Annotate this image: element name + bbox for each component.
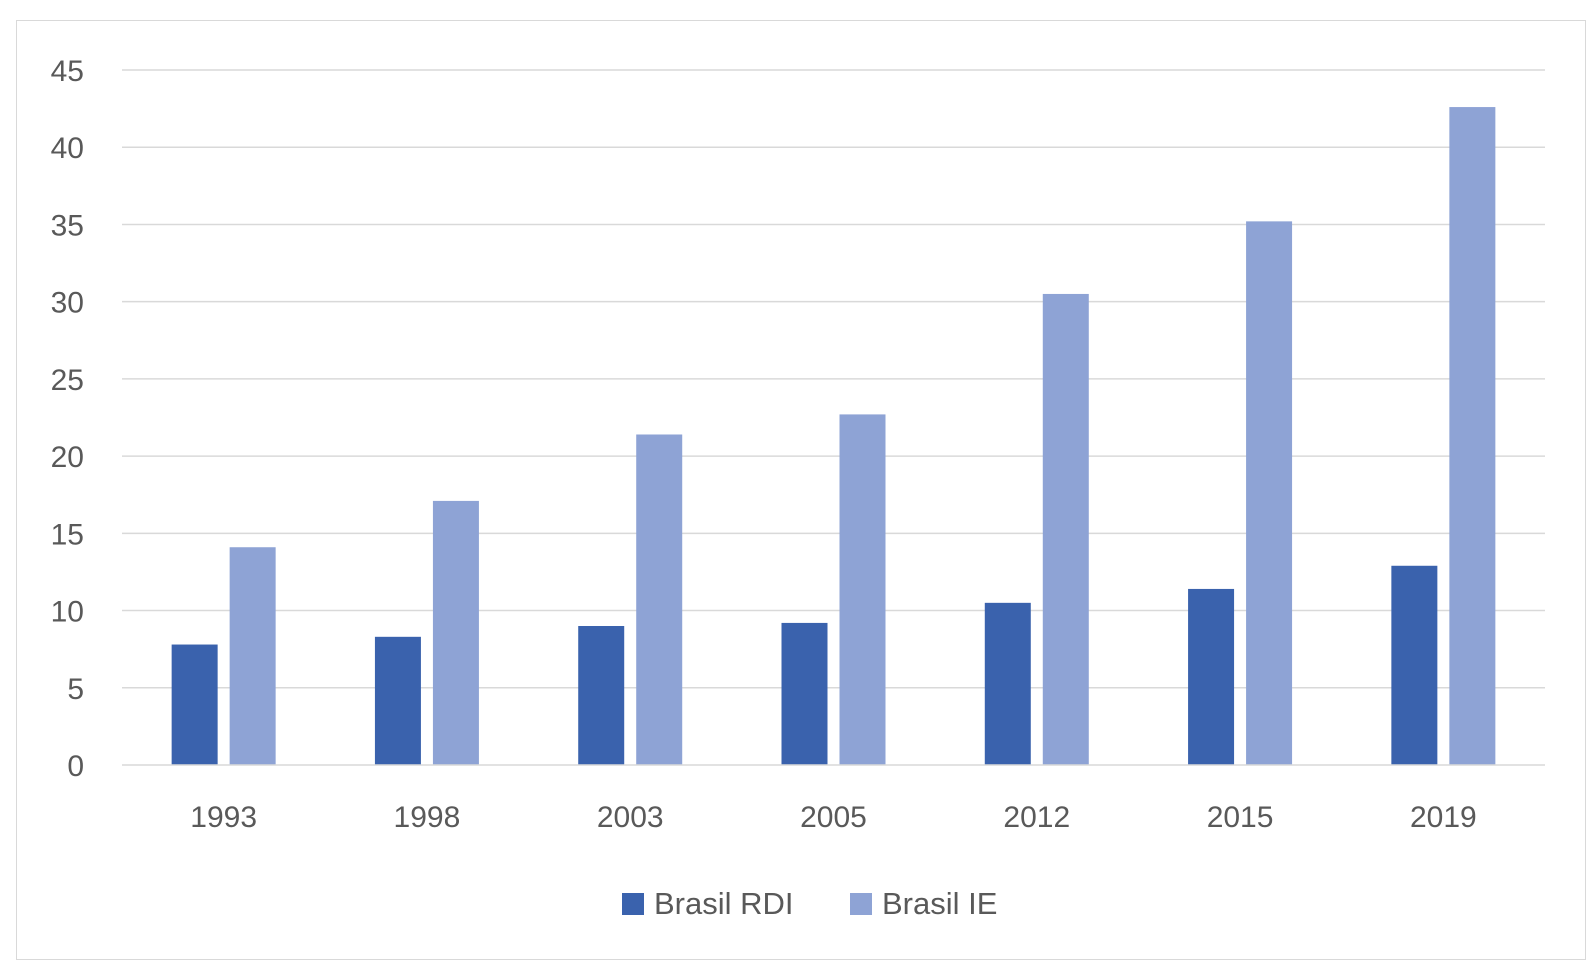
y-tick-label-30: 30 [51,287,84,320]
legend-label-brasil-ie: Brasil IE [882,886,997,921]
y-tick-label-25: 25 [51,364,84,397]
y-tick-label-20: 20 [51,441,84,474]
x-tick-label-2012: 2012 [1003,801,1070,834]
legend: Brasil RDI Brasil IE [622,886,997,921]
x-tick-label-2005: 2005 [800,801,867,834]
bar-brasil-ie-2019 [1449,107,1496,766]
bars [171,107,1496,766]
y-axis-tick-labels: 0 5 10 15 20 25 30 35 40 45 [51,55,84,783]
bar-brasil-rdi-2003 [578,626,625,765]
bar-brasil-rdi-1993 [171,644,218,765]
chart-frame [16,20,1586,960]
bar-brasil-rdi-1998 [374,636,421,765]
bar-brasil-rdi-2005 [781,622,828,765]
legend-swatch-brasil-ie [850,893,872,915]
bar-brasil-rdi-2015 [1188,588,1235,765]
x-tick-label-1993: 1993 [190,801,257,834]
y-tick-label-5: 5 [67,673,84,706]
y-tick-label-40: 40 [51,132,84,165]
legend-swatch-brasil-rdi [622,893,644,915]
y-tick-label-15: 15 [51,518,84,551]
y-tick-label-45: 45 [51,55,84,88]
bar-brasil-ie-2015 [1246,221,1293,765]
y-tick-label-10: 10 [51,596,84,629]
x-tick-label-1998: 1998 [394,801,461,834]
y-tick-label-0: 0 [67,750,84,783]
x-axis-tick-labels: 1993 1998 2003 2005 2012 2015 2019 [190,801,1476,834]
y-tick-label-35: 35 [51,209,84,242]
bar-brasil-ie-2012 [1042,293,1089,765]
x-tick-label-2003: 2003 [597,801,664,834]
bar-brasil-ie-1993 [229,547,276,765]
bar-brasil-rdi-2019 [1391,565,1438,765]
gridlines [122,69,1545,689]
bar-brasil-ie-1998 [432,500,479,765]
bar-brasil-rdi-2012 [984,602,1031,765]
x-tick-label-2015: 2015 [1207,801,1274,834]
legend-label-brasil-rdi: Brasil RDI [654,886,794,921]
bar-brasil-ie-2005 [839,414,886,765]
x-tick-label-2019: 2019 [1410,801,1477,834]
bar-brasil-ie-2003 [636,434,683,765]
